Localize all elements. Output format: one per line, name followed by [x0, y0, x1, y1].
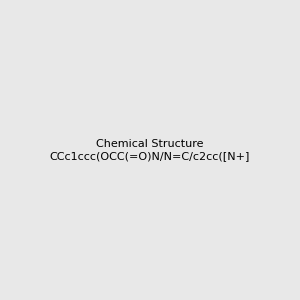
Text: Chemical Structure
CCc1ccc(OCC(=O)N/N=C/c2cc([N+]: Chemical Structure CCc1ccc(OCC(=O)N/N=C/… [50, 139, 250, 161]
